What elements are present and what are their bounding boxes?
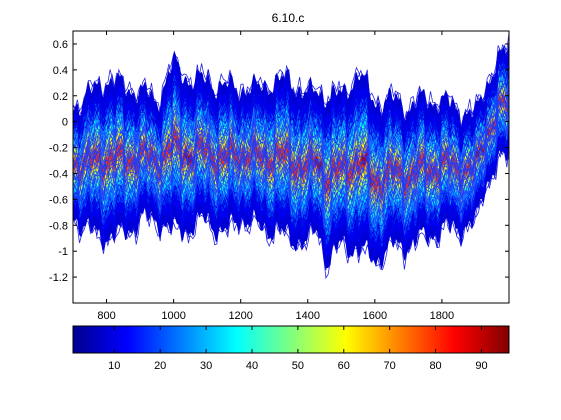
colorbar-tick-label: 10 [108, 360, 120, 372]
colorbar-gradient [72, 325, 510, 354]
spectra-lines [73, 32, 509, 280]
y-tick-label: 0 [62, 117, 68, 129]
density-core [361, 152, 372, 186]
colorbar-tick-label: 60 [338, 360, 350, 372]
colorbar-tick-label: 70 [384, 360, 396, 372]
chart-title: 6.10.c [272, 11, 305, 25]
y-axis: 0.6 0.4 0.2 0 -0.2 -0.4 -0.6 -0.8 -1 -1.2 [49, 39, 509, 284]
y-tick-label: -0.2 [49, 143, 68, 155]
y-tick-label: 0.4 [53, 65, 68, 77]
y-tick-label: -1.2 [49, 272, 68, 284]
spectrum-line [73, 120, 509, 237]
x-tick-label: 1000 [161, 310, 185, 322]
spectrum-line [73, 32, 509, 136]
plot-frame [72, 30, 510, 304]
y-tick-label: 0.6 [53, 39, 68, 51]
colorbar-tick-label: 30 [200, 360, 212, 372]
x-tick-label: 1200 [228, 310, 252, 322]
colorbar-tick-label: 90 [475, 360, 487, 372]
y-tick-label: -0.4 [49, 168, 68, 180]
y-tick-label: -0.6 [49, 194, 68, 206]
y-tick-label: -0.8 [49, 220, 68, 232]
x-tick-label: 1800 [430, 310, 454, 322]
colorbar-tick-label: 80 [429, 360, 441, 372]
colorbar-ticks: 10 20 30 40 50 60 70 80 90 [108, 326, 488, 372]
x-tick-label: 1400 [296, 310, 320, 322]
colorbar: 10 20 30 40 50 60 70 80 90 [72, 325, 510, 372]
y-tick-label: 0.2 [53, 91, 68, 103]
x-axis: 800 1000 1200 1400 1600 1800 [97, 31, 454, 322]
colorbar-tick-label: 20 [154, 360, 166, 372]
y-tick-label: -1 [58, 246, 68, 258]
colorbar-tick-label: 40 [246, 360, 258, 372]
spectrum-line [73, 39, 509, 135]
colorbar-tick-label: 50 [292, 360, 304, 372]
x-tick-label: 1600 [363, 310, 387, 322]
spectrum-line [73, 80, 509, 187]
spectrum-line [73, 81, 509, 180]
x-tick-label: 800 [97, 310, 115, 322]
